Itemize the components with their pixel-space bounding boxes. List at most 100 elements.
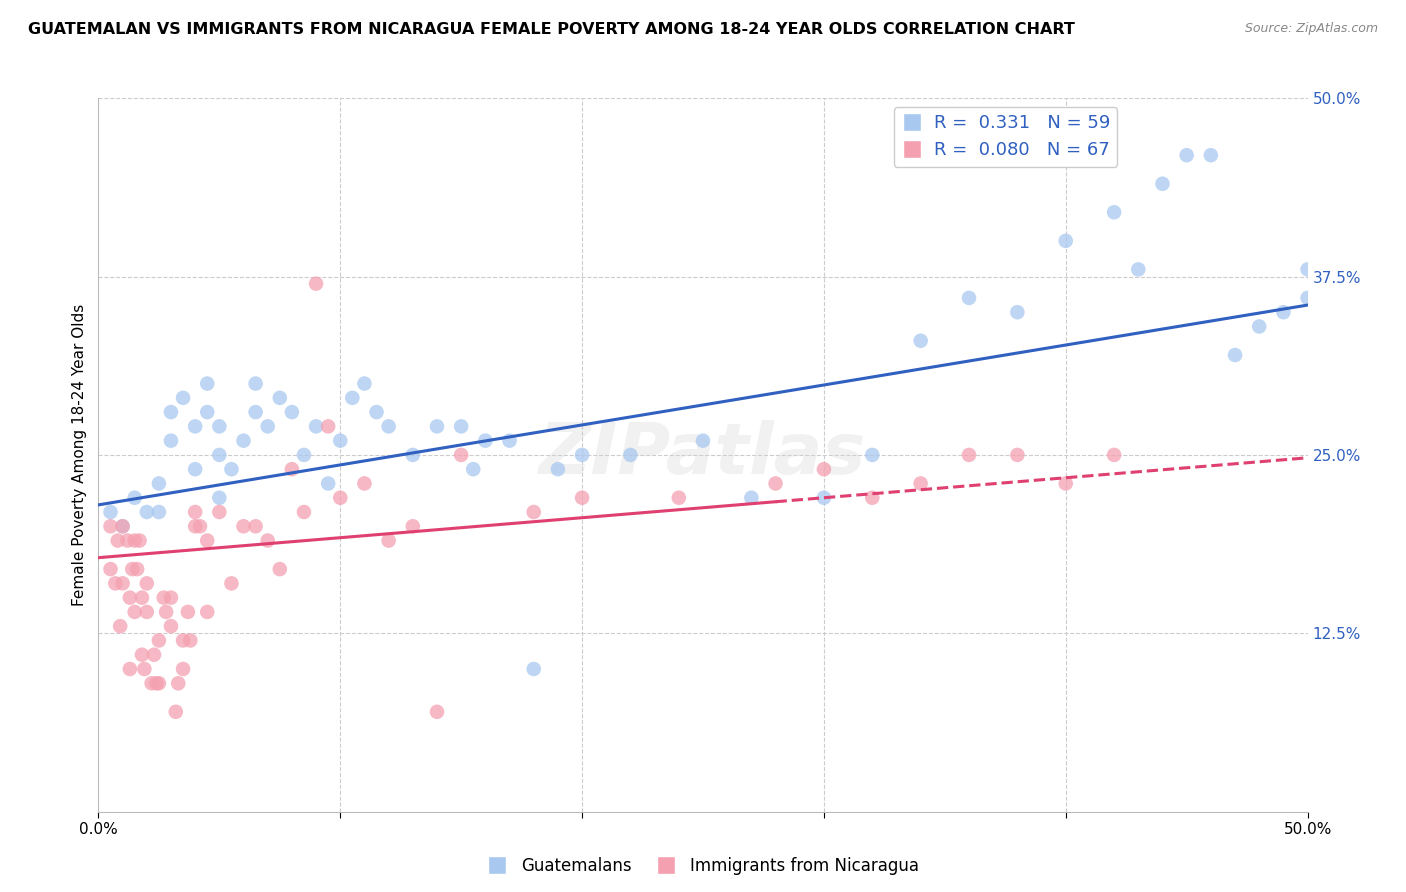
Point <box>118 591 141 605</box>
Point <box>100 505 122 519</box>
Point <box>128 533 150 548</box>
Point <box>1128 262 1150 277</box>
Point <box>160 591 183 605</box>
Point <box>342 391 364 405</box>
Point <box>172 391 194 405</box>
Point <box>377 533 399 548</box>
Point <box>1296 291 1319 305</box>
Text: GUATEMALAN VS IMMIGRANTS FROM NICARAGUA FEMALE POVERTY AMONG 18-24 YEAR OLDS COR: GUATEMALAN VS IMMIGRANTS FROM NICARAGUA … <box>28 22 1076 37</box>
Point <box>184 519 207 533</box>
Point <box>957 291 980 305</box>
Point <box>167 676 190 690</box>
Point <box>155 605 177 619</box>
Point <box>131 648 153 662</box>
Point <box>450 448 472 462</box>
Point <box>172 633 194 648</box>
Point <box>245 519 267 533</box>
Point <box>256 533 278 548</box>
Point <box>316 476 339 491</box>
Point <box>269 391 291 405</box>
Point <box>195 533 218 548</box>
Point <box>813 462 835 476</box>
Point <box>305 277 328 291</box>
Point <box>1102 205 1125 219</box>
Point <box>124 533 146 548</box>
Point <box>160 619 183 633</box>
Point <box>1199 148 1222 162</box>
Point <box>474 434 496 448</box>
Point <box>135 576 157 591</box>
Point <box>256 419 278 434</box>
Point <box>1223 348 1246 362</box>
Point <box>160 434 183 448</box>
Point <box>165 705 187 719</box>
Point <box>245 405 267 419</box>
Point <box>184 419 207 434</box>
Point <box>135 605 157 619</box>
Point <box>329 491 352 505</box>
Point <box>143 648 166 662</box>
Point <box>860 448 883 462</box>
Point <box>195 376 218 391</box>
Point <box>232 519 254 533</box>
Y-axis label: Female Poverty Among 18-24 Year Olds: Female Poverty Among 18-24 Year Olds <box>72 304 87 606</box>
Point <box>366 405 388 419</box>
Point <box>141 676 163 690</box>
Point <box>450 419 472 434</box>
Point <box>377 419 399 434</box>
Point <box>1054 234 1077 248</box>
Point <box>152 591 174 605</box>
Point <box>104 576 127 591</box>
Point <box>108 619 131 633</box>
Point <box>100 562 122 576</box>
Point <box>232 434 254 448</box>
Point <box>148 505 170 519</box>
Point <box>523 662 546 676</box>
Point <box>172 662 194 676</box>
Text: ZIPatlas: ZIPatlas <box>540 420 866 490</box>
Point <box>1152 177 1174 191</box>
Point <box>1272 305 1295 319</box>
Point <box>353 376 375 391</box>
Point <box>111 576 134 591</box>
Point <box>134 662 156 676</box>
Point <box>619 448 641 462</box>
Point <box>131 591 153 605</box>
Point <box>1296 262 1319 277</box>
Point <box>402 519 425 533</box>
Point <box>668 491 690 505</box>
Point <box>353 476 375 491</box>
Point <box>208 448 231 462</box>
Point <box>1054 476 1077 491</box>
Point <box>160 405 183 419</box>
Point <box>292 505 315 519</box>
Point <box>124 491 146 505</box>
Point <box>1007 448 1029 462</box>
Point <box>765 476 787 491</box>
Point <box>813 491 835 505</box>
Point <box>195 605 218 619</box>
Point <box>100 519 122 533</box>
Point <box>127 562 149 576</box>
Point <box>118 662 141 676</box>
Point <box>148 633 170 648</box>
Point <box>305 419 328 434</box>
Point <box>498 434 520 448</box>
Point <box>135 505 157 519</box>
Point <box>281 405 304 419</box>
Point <box>245 376 267 391</box>
Point <box>1249 319 1271 334</box>
Point <box>107 533 129 548</box>
Point <box>269 562 291 576</box>
Point <box>292 448 315 462</box>
Point <box>463 462 485 476</box>
Point <box>208 505 231 519</box>
Point <box>195 405 218 419</box>
Point <box>547 462 569 476</box>
Point <box>1102 448 1125 462</box>
Point <box>184 462 207 476</box>
Point <box>426 419 449 434</box>
Point <box>188 519 211 533</box>
Text: Source: ZipAtlas.com: Source: ZipAtlas.com <box>1244 22 1378 36</box>
Legend: Guatemalans, Immigrants from Nicaragua: Guatemalans, Immigrants from Nicaragua <box>481 851 925 882</box>
